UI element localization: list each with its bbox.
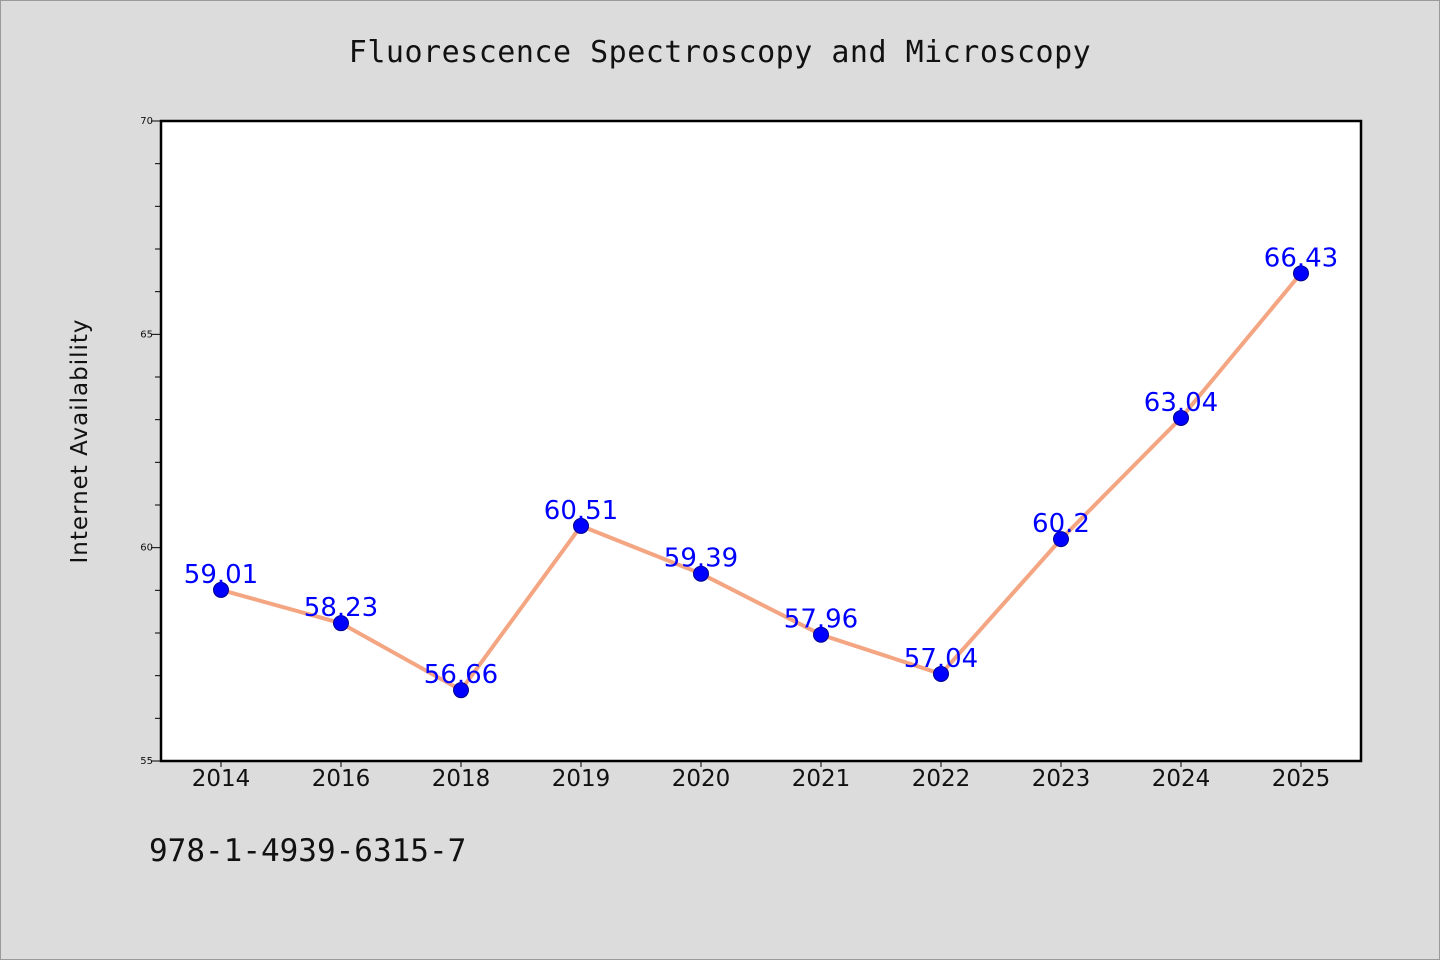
y-tick-label: 55 <box>140 756 153 767</box>
data-point <box>933 665 949 682</box>
data-label: 60.51 <box>544 496 618 526</box>
data-point <box>1053 531 1069 548</box>
data-label: 60.2 <box>1032 509 1090 539</box>
data-point <box>1293 265 1309 282</box>
x-tick-label: 2020 <box>672 766 731 792</box>
x-tick-label: 2016 <box>312 766 371 792</box>
chart-title: Fluorescence Spectroscopy and Microscopy <box>348 35 1092 70</box>
data-point <box>693 565 709 582</box>
data-point <box>333 615 349 632</box>
plot-frame <box>159 119 1363 763</box>
x-tick-label: 2025 <box>1272 766 1331 792</box>
x-tick-label: 2018 <box>432 766 491 792</box>
data-point <box>813 626 829 643</box>
x-tick-label: 2024 <box>1152 766 1211 792</box>
data-label: 57.96 <box>784 605 858 635</box>
x-tick-label: 2022 <box>912 766 971 792</box>
data-label: 66.43 <box>1264 243 1338 273</box>
data-point <box>1173 409 1189 426</box>
x-tick-label: 2023 <box>1032 766 1091 792</box>
data-label: 56.66 <box>424 660 498 690</box>
data-label: 59.01 <box>184 560 258 590</box>
data-label: 59.39 <box>664 544 738 574</box>
data-point <box>213 581 229 598</box>
x-tick-label: 2021 <box>792 766 851 792</box>
data-point <box>573 517 589 534</box>
data-label: 63.04 <box>1144 388 1218 418</box>
data-label: 57.04 <box>904 644 978 674</box>
y-axis-label: Internet Availability <box>67 318 93 563</box>
series-line <box>219 271 1303 693</box>
x-tick-label: 2019 <box>552 766 611 792</box>
plot-area <box>161 121 1361 761</box>
isbn-text: 978-1-4939-6315-7 <box>149 833 467 869</box>
data-point <box>453 682 469 699</box>
data-label: 58.23 <box>304 593 378 623</box>
y-tick-label: 70 <box>140 116 153 127</box>
x-tick-label: 2014 <box>192 766 251 792</box>
y-tick-label: 65 <box>140 329 153 340</box>
y-tick-label: 60 <box>140 543 153 554</box>
